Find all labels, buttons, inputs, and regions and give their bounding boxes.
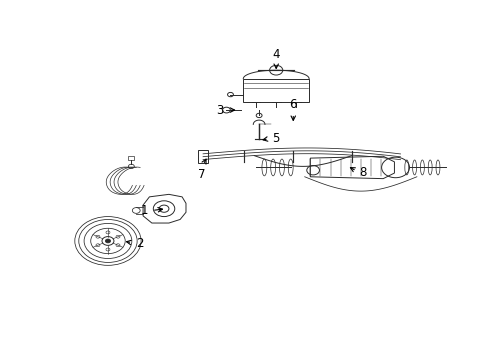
Text: 6: 6	[289, 98, 296, 111]
Text: 5: 5	[271, 132, 279, 145]
Text: 3: 3	[216, 104, 224, 117]
Text: 8: 8	[359, 166, 366, 179]
Circle shape	[105, 239, 110, 243]
Text: 1: 1	[140, 204, 148, 217]
Text: 7: 7	[198, 168, 205, 181]
Text: 2: 2	[136, 237, 143, 250]
Text: 4: 4	[272, 48, 279, 61]
Bar	[198, 150, 207, 163]
Bar	[128, 156, 134, 160]
